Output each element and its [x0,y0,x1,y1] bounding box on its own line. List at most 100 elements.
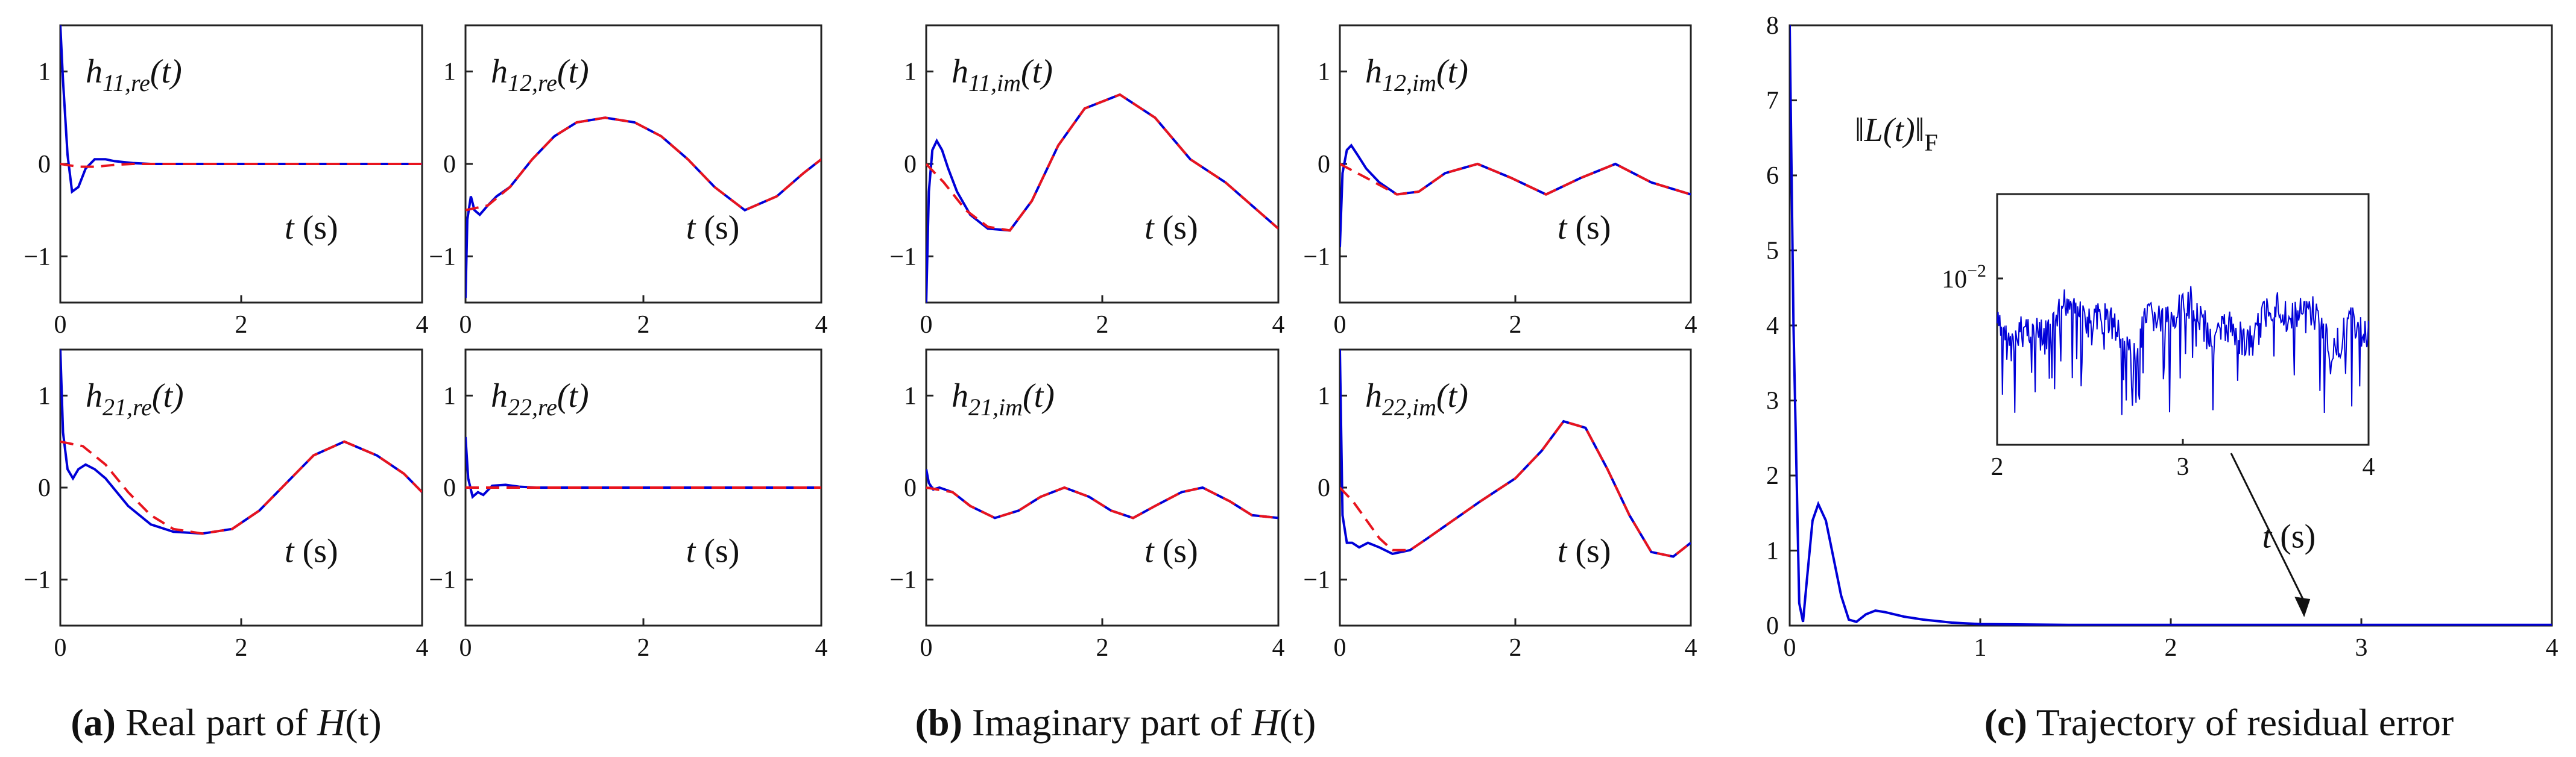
inset-y-tick-base: 10 [1942,266,1967,294]
x-tick-label: 4 [815,634,828,662]
inset-arrow-line [2230,453,2305,602]
y-tick-label: 1 [443,58,456,86]
y-tick-label: −1 [1303,243,1330,271]
y-tick-label: 1 [38,58,51,86]
x-axis-label-unit: (s) [695,533,739,570]
panel-label-main: h [952,377,968,415]
panel-label-main: h [491,377,508,415]
y-tick-label: −1 [889,567,917,594]
panel-label-sub: 21,re [103,394,152,421]
panel-label-tail: (t) [150,53,182,90]
x-tick-label: 2 [637,311,650,339]
panel-label-sub: 22,re [508,394,557,421]
caption-b-text: Imaginary part of [962,701,1252,744]
caption-a-tag: (a) [71,701,116,744]
y-tick-label: 0 [1318,474,1330,502]
inset-y-tick-exp: −2 [1967,261,1986,281]
x-tick-label: 4 [416,311,429,339]
inset-series-line [1997,286,2369,415]
axes-frame-h11_im [925,24,1280,304]
x-axis-label: t (s) [686,533,740,570]
x-axis-label-unit: (s) [1567,533,1611,570]
x-tick-label: 2 [1096,311,1109,339]
x-tick-label: 0 [920,634,933,662]
panel-label-tail: (t) [1436,377,1468,415]
x-tick-label: 0 [54,311,67,339]
axes-frame-h21_re [59,348,423,627]
plot-h11_re: 0 2 4 1 0 −1 t (s) h11,re(t) [24,24,429,339]
caption-a-math: H [317,701,347,744]
panel-label-tail: (t) [557,53,589,90]
y-tick-label: −1 [24,567,51,594]
y-tick-label: 2 [1766,462,1779,490]
x-axis-label-var: t [285,209,295,247]
y-tick-label: −1 [889,243,917,271]
axes-frame-h22_im [1339,348,1692,627]
series-line-reference [60,163,422,168]
y-tick-label: 1 [1766,538,1779,565]
y-tick-label: −1 [429,243,456,271]
x-tick-label: 4 [815,311,828,339]
norm-bar-right: ‖ [1915,112,1925,149]
y-tick-label: 3 [1766,388,1779,415]
y-tick-label: 0 [904,474,917,502]
inset-x-tick-label: 4 [2363,453,2375,481]
panel-label-sub: 21,im [968,394,1023,421]
x-tick-label: 2 [235,311,248,339]
panel-label-h22_im: h22,im(t) [1365,377,1468,421]
y-tick-label: −1 [429,567,456,594]
plot-h12_re: 0 2 4 1 0 −1 t (s) h12,re(t) [429,24,828,339]
plot-h21_im: 0 2 4 1 0 −1 t (s) h21,im(t) [889,348,1285,662]
panel-label-h21_re: h21,re(t) [86,377,184,421]
x-axis-label-unit: (s) [1567,209,1611,247]
panel-label-tail: (t) [1436,53,1468,90]
y-tick-label: 4 [1766,312,1779,340]
y-tick-label: 0 [443,474,456,502]
x-tick-label: 0 [1334,311,1346,339]
panel-label-tail: (t) [152,377,184,415]
series-line-residual [1790,25,2552,626]
axes-frame-h21_im [925,348,1280,627]
y-tick-label: 0 [38,151,51,178]
x-axis-label-var: t [1144,209,1155,247]
x-axis-label-var: t [686,533,696,570]
y-tick-label: 0 [1318,151,1330,178]
y-tick-label: 8 [1766,12,1779,40]
x-tick-label: 4 [2546,634,2559,662]
inset-arrow-head [2294,597,2311,617]
norm-bar-left: ‖ [1855,112,1864,149]
panel-label-main: h [1365,53,1382,90]
x-tick-label: 4 [1272,634,1285,662]
x-axis-label: t (s) [1144,533,1198,570]
x-tick-label: 0 [1784,634,1796,662]
caption-b-tail: (t) [1280,701,1316,744]
series-line-simulated [60,350,422,535]
panel-label-main: h [1365,377,1382,415]
series-line-reference [1340,162,1691,196]
x-tick-label: 2 [235,634,248,662]
y-tick-label: 0 [443,151,456,178]
x-tick-label: 4 [1685,634,1697,662]
norm-annotation: ‖L(t)‖F [1855,112,1938,156]
panel-label-sub: 11,im [968,69,1021,96]
x-tick-label: 1 [1974,634,1987,662]
panel-label-main: h [952,53,968,90]
x-tick-label: 0 [920,311,933,339]
captions-layer: (a) Real part of H(t) (b) Imaginary part… [71,701,2454,744]
x-axis-label: t (s) [1558,209,1611,247]
panel-label-h11_im: h11,im(t) [952,53,1053,96]
x-tick-label: 0 [459,311,472,339]
caption-a-text: Real part of [116,701,317,744]
inset-y-tick-label: 10−2 [1942,261,1986,294]
x-axis-label-unit: (s) [1154,209,1198,247]
x-axis-label-var: t [1144,533,1155,570]
series-line-reference [60,440,422,535]
panel-label-sub: 12,re [508,69,557,96]
y-tick-label: 1 [904,58,917,86]
x-tick-label: 4 [1272,311,1285,339]
plot-h11_im: 0 2 4 1 0 −1 t (s) h11,im(t) [889,24,1285,339]
x-axis-label-unit: (s) [294,533,338,570]
x-axis-label-var: t [2262,518,2273,556]
